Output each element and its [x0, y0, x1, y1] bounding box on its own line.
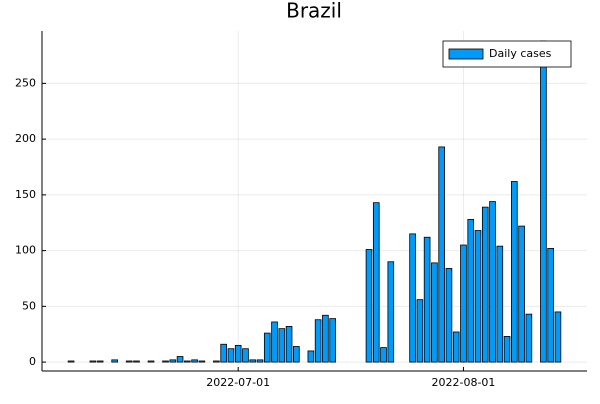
bar: [285, 326, 293, 363]
bar: [314, 319, 322, 363]
bar: [213, 360, 220, 363]
x-tick-label: 2022-08-01: [431, 376, 495, 389]
bar: [445, 268, 453, 363]
y-tick-label: 100: [15, 244, 36, 257]
bar: [322, 314, 329, 363]
bar: [278, 328, 286, 363]
bar: [133, 360, 140, 363]
bar: [380, 347, 387, 363]
bar: [256, 359, 264, 363]
bar: [452, 331, 460, 363]
bar: [481, 206, 489, 363]
y-tick-label: 150: [15, 188, 36, 201]
bar: [307, 350, 315, 363]
bar: [416, 299, 424, 363]
legend-label: Daily cases: [489, 47, 552, 60]
bar: [518, 225, 525, 363]
x-tick-label: 2022-07-01: [206, 376, 270, 389]
bar: [372, 202, 380, 363]
bar: [234, 344, 242, 363]
bar: [147, 360, 155, 363]
bar: [489, 201, 496, 363]
bar: [431, 262, 438, 363]
bar: [293, 346, 300, 363]
bar: [467, 218, 475, 363]
bar: [227, 348, 235, 363]
bar: [525, 313, 533, 363]
bar: [271, 321, 278, 363]
bar: [496, 245, 504, 363]
bar: [198, 360, 206, 363]
bar: [387, 261, 395, 363]
bar: [162, 360, 169, 363]
chart-title: Brazil: [286, 0, 342, 23]
bar: [438, 146, 445, 363]
y-tick-label: 0: [29, 355, 36, 368]
legend-box: [442, 40, 572, 68]
y-tick-label: 50: [22, 299, 36, 312]
bar: [96, 360, 104, 363]
bar: [503, 336, 511, 363]
bar: [511, 181, 518, 363]
bar: [474, 230, 482, 363]
bar: [169, 359, 177, 363]
bar: [242, 348, 249, 363]
bar: [220, 343, 227, 363]
bar: [89, 360, 97, 363]
bar: [554, 311, 562, 363]
bar: [329, 318, 336, 363]
bar: [540, 40, 547, 363]
bar: [67, 360, 75, 363]
bar: [184, 360, 191, 363]
bar: [176, 356, 184, 363]
bar: [249, 359, 257, 363]
bar: [460, 244, 467, 363]
bar: [423, 236, 431, 363]
bar: [263, 332, 271, 363]
bar: [409, 233, 416, 363]
y-tick-label: 200: [15, 132, 36, 145]
bar: [547, 247, 554, 363]
y-tick-label: 250: [15, 76, 36, 89]
bar: [365, 249, 373, 363]
legend-swatch: [448, 48, 484, 60]
bar: [125, 360, 133, 363]
bar: [111, 359, 118, 363]
bar: [191, 359, 198, 363]
